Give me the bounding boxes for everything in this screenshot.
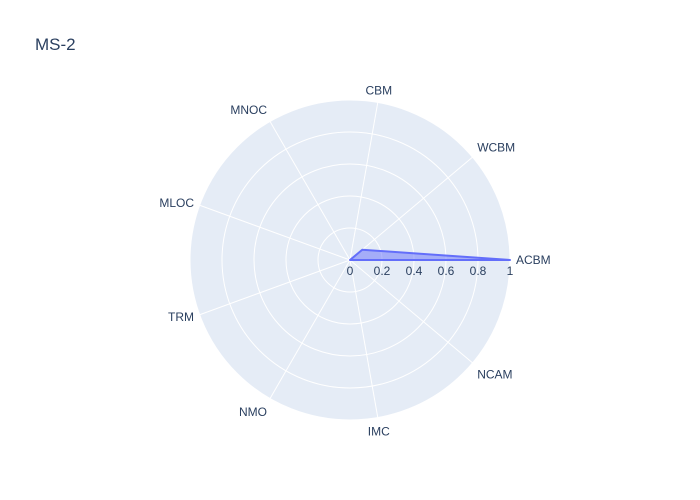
category-label-imc: IMC <box>368 425 390 439</box>
angular-gridline <box>349 259 379 418</box>
category-label-ncam: NCAM <box>477 368 512 382</box>
chart-title: MS-2 <box>35 35 76 54</box>
category-label-wcbm: WCBM <box>477 140 515 154</box>
angular-gridline <box>199 259 351 316</box>
radial-tick-label: 0.2 <box>374 264 391 278</box>
series-layer <box>349 248 511 261</box>
series-area <box>349 248 511 261</box>
category-label-nmo: NMO <box>239 405 267 419</box>
radial-tick-label: 0.4 <box>406 264 423 278</box>
angular-gridline <box>349 156 473 261</box>
angular-gridline <box>349 102 379 261</box>
angular-gridline <box>349 259 473 364</box>
radial-tick-label: 0.8 <box>470 264 487 278</box>
category-label-trm: TRM <box>168 310 194 324</box>
angular-gridlines <box>199 102 510 418</box>
radial-tick-label: 0.6 <box>438 264 455 278</box>
angular-gridline <box>199 204 351 261</box>
angular-gridline <box>269 259 351 399</box>
category-label-mnoc: MNOC <box>230 103 267 117</box>
angular-gridline <box>269 121 351 261</box>
category-label-acbm: ACBM <box>516 253 551 267</box>
radial-tick-label: 1 <box>507 264 514 278</box>
radial-tick-labels: 0 0.2 0.4 0.6 0.8 1 <box>347 264 514 278</box>
angular-axis-labels: ACBM WCBM CBM MNOC MLOC TRM NMO IMC NCAM <box>159 84 550 439</box>
category-label-mloc: MLOC <box>159 196 194 210</box>
category-label-cbm: CBM <box>365 84 392 98</box>
radial-tick-label: 0 <box>347 264 354 278</box>
